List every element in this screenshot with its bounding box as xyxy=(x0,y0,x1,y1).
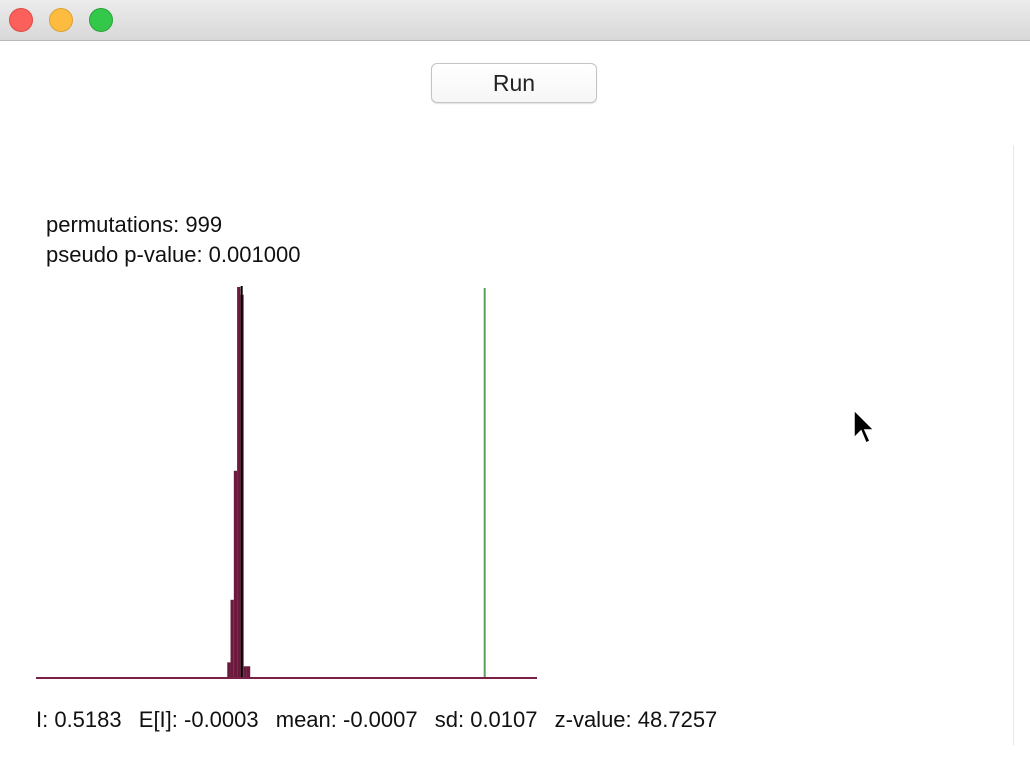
stat-mean: mean: -0.0007 xyxy=(275,707,418,732)
mouse-pointer-icon xyxy=(853,408,876,445)
close-window-icon[interactable] xyxy=(9,8,33,32)
pseudo-p-value-label: pseudo p-value: 0.001000 xyxy=(46,242,301,267)
histogram-bar xyxy=(227,662,231,678)
histogram-bar xyxy=(246,666,251,678)
permutations-label: permutations: 999 xyxy=(46,212,223,237)
stat-i: I: 0.5183 xyxy=(36,707,122,732)
stat-sd: sd: 0.0107 xyxy=(434,707,538,732)
zoom-window-icon[interactable] xyxy=(89,8,113,32)
run-button[interactable]: Run xyxy=(431,63,597,103)
stat-z-value: z-value: 48.7257 xyxy=(554,707,718,732)
stat-expected-i: E[I]: -0.0003 xyxy=(138,707,259,732)
histogram-bar xyxy=(237,287,241,678)
window-titlebar xyxy=(0,0,1030,41)
histogram-bar xyxy=(233,470,238,678)
panel-divider xyxy=(1013,145,1014,745)
minimize-window-icon[interactable] xyxy=(49,8,73,32)
histogram-bar xyxy=(230,599,234,678)
stats-bar: I: 0.5183 E[I]: -0.0003 mean: -0.0007 sd… xyxy=(36,707,728,733)
histogram-bar xyxy=(243,666,247,678)
